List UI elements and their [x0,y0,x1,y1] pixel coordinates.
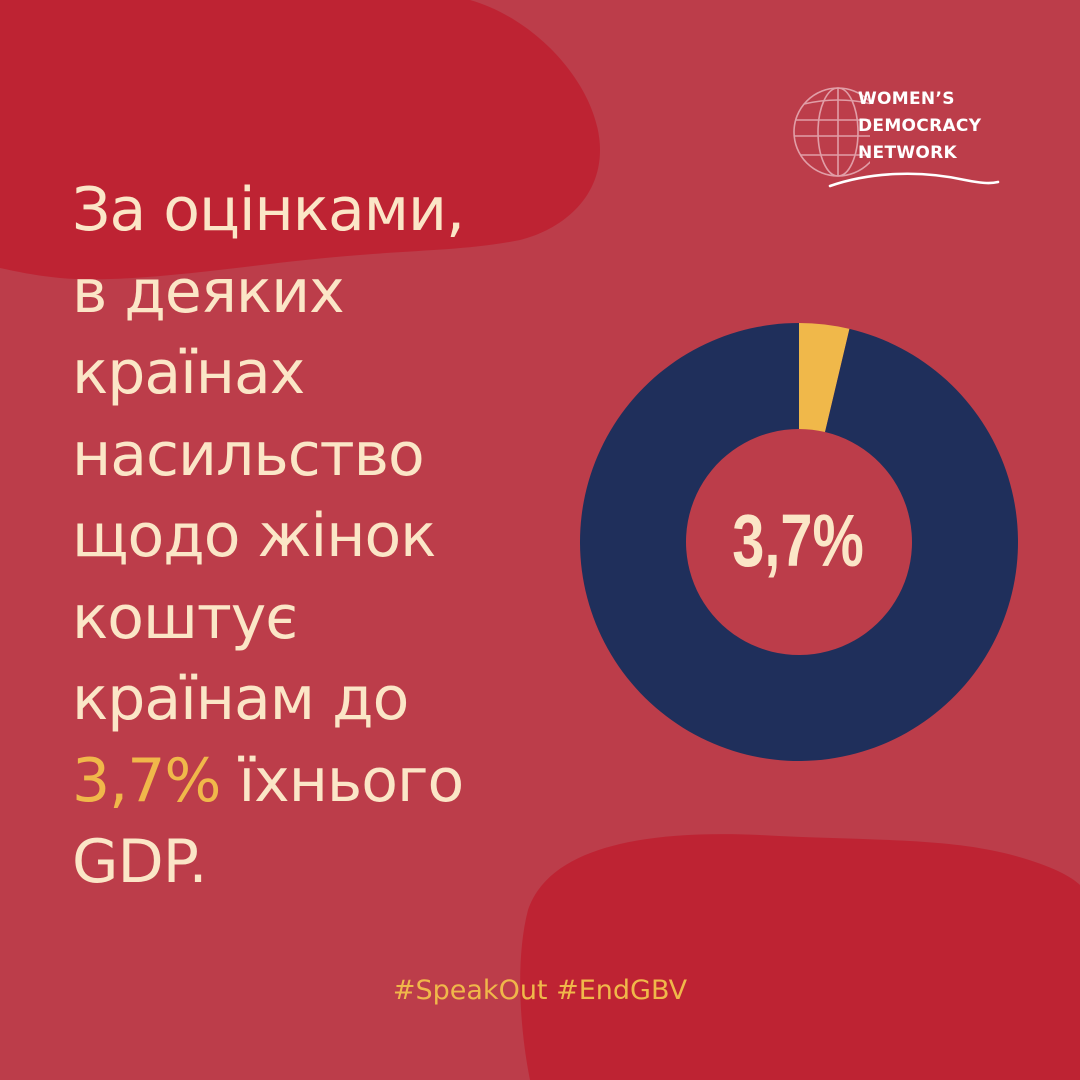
headline-line-5: щодо жінок [72,501,436,571]
headline-line-1: За оцінками, [72,175,465,245]
headline-line-2: в деяких [72,256,345,327]
top-left-blob [0,0,600,280]
logo-line-2: DEMOCRACY [858,116,982,136]
headline-line-9: GDP. [72,827,208,897]
bottom-right-blob [520,834,1080,1080]
headline-line-3: країнах [72,338,305,408]
donut-center-label: 3,7% [732,498,864,582]
headline: За оцінками, в деяких країнах насильство… [72,170,572,904]
donut-slice-remainder [580,323,1018,761]
logo-line-1: WOMEN’S [858,89,955,109]
donut-chart [580,323,1018,761]
wdn-logo: WOMEN’S DEMOCRACY NETWORK [790,60,1020,200]
logo-wordmark: WOMEN’S DEMOCRACY NETWORK [858,86,981,167]
logo-line-3: NETWORK [858,143,958,163]
logo-swoosh [828,172,1000,188]
headline-line-4: насильство [72,419,425,490]
globe-icon [793,87,870,177]
headline-line-7: країнам до [72,664,409,734]
donut-slice-highlight [799,323,850,433]
hashtags: #SpeakOut #EndGBV [392,975,688,1006]
headline-line-8: 3,7% їхнього [72,741,572,823]
headline-line-8-rest: їхнього [220,745,465,816]
headline-highlight-value: 3,7% [72,745,221,816]
headline-line-6: коштує [72,582,298,653]
